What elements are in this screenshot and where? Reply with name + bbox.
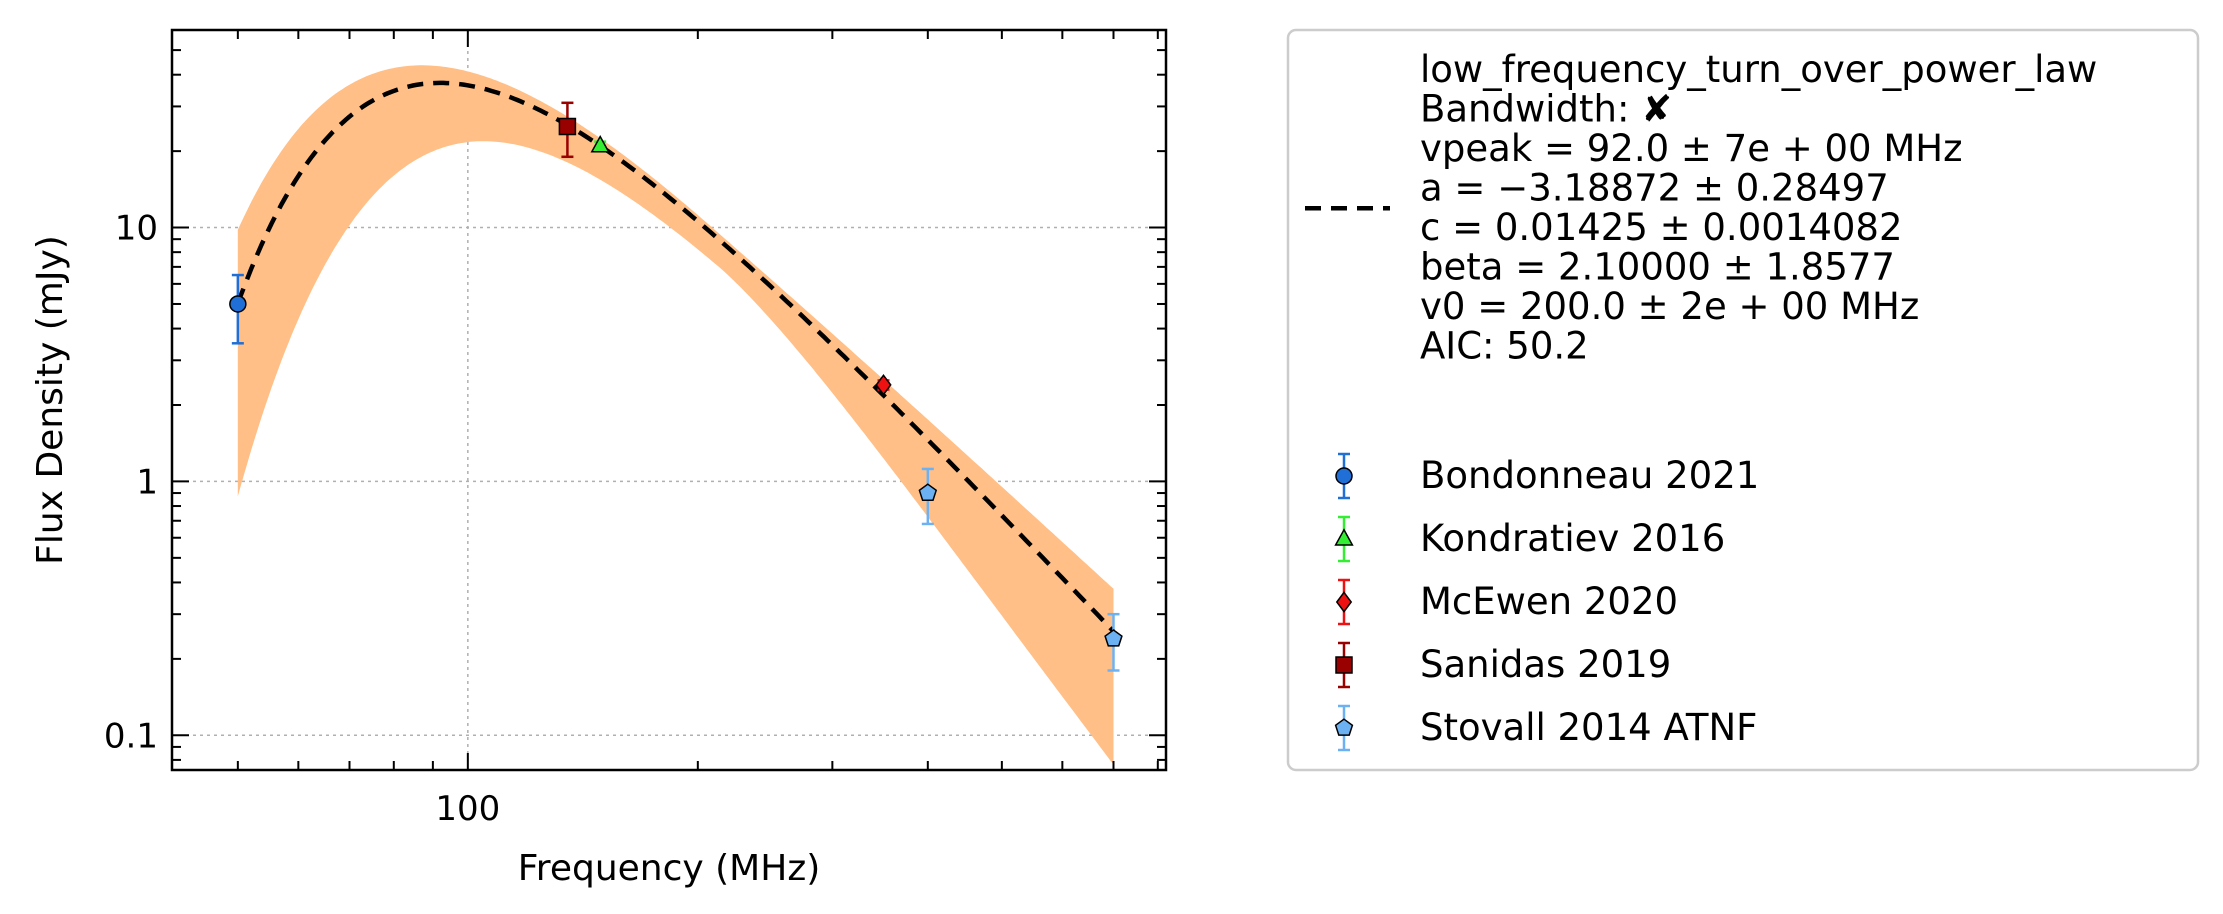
legend-entry: Stovall 2014 ATNF bbox=[1334, 704, 1757, 752]
legend-fit-param: beta = 2.10000 ± 1.8577 bbox=[1420, 246, 1895, 289]
legend-marker bbox=[1334, 528, 1354, 546]
plot-frame bbox=[170, 28, 1168, 772]
fit-uncertainty-band bbox=[237, 65, 1114, 765]
x-axis-label: Frequency (MHz) bbox=[518, 848, 821, 889]
legend-series-label: Stovall 2014 ATNF bbox=[1420, 706, 1757, 749]
data-point bbox=[590, 134, 610, 153]
data-point bbox=[918, 483, 938, 501]
legend-entry: McEwen 2020 bbox=[1335, 578, 1678, 626]
legend-series-label: Kondratiev 2016 bbox=[1420, 517, 1725, 560]
legend-series-entries: Bondonneau 2021 Kondratiev 2016 McEwen 202… bbox=[1334, 452, 1759, 752]
legend-box bbox=[1286, 28, 2200, 772]
legend-fit-aic: AIC: 50.2 bbox=[1420, 325, 1589, 368]
y-tick-label: 10 bbox=[115, 209, 158, 249]
legend-series-label: Sanidas 2019 bbox=[1420, 643, 1671, 686]
legend-series-label: Bondonneau 2021 bbox=[1420, 454, 1759, 497]
legend: low_frequency_turn_over_power_law Bandwi… bbox=[1286, 28, 2200, 772]
axis-ticks bbox=[172, 29, 1166, 770]
tick-labels: 100 0.1 1 10 bbox=[104, 209, 500, 829]
y-tick-label: 1 bbox=[136, 462, 158, 502]
legend-series-label: McEwen 2020 bbox=[1420, 580, 1678, 623]
legend-fit-param: a = −3.18872 ± 0.28497 bbox=[1420, 167, 1889, 210]
legend-entry: Bondonneau 2021 bbox=[1335, 452, 1759, 500]
legend-fit-param: v0 = 200.0 ± 2e + 00 MHz bbox=[1420, 285, 1919, 328]
legend-fit-bandwidth: Bandwidth: ✘ bbox=[1420, 88, 1672, 131]
legend-fit-param: vpeak = 92.0 ± 7e + 00 MHz bbox=[1420, 127, 1963, 170]
legend-fit-model: low_frequency_turn_over_power_law bbox=[1420, 48, 2097, 91]
legend-marker bbox=[1335, 467, 1353, 485]
legend-entry: Sanidas 2019 bbox=[1335, 641, 1671, 689]
data-points bbox=[229, 101, 1123, 672]
legend-entry: Kondratiev 2016 bbox=[1334, 515, 1725, 563]
plot-area bbox=[170, 28, 1168, 772]
y-tick-label: 0.1 bbox=[104, 716, 158, 756]
legend-marker bbox=[1335, 656, 1353, 674]
gridlines bbox=[172, 30, 1166, 770]
fit-line bbox=[235, 80, 1116, 633]
legend-marker bbox=[1334, 718, 1354, 736]
data-point bbox=[875, 374, 892, 396]
data-point bbox=[1104, 629, 1123, 647]
data-point bbox=[229, 295, 247, 313]
legend-marker bbox=[1335, 591, 1353, 613]
y-axis-label: Flux Density (mJy) bbox=[30, 235, 71, 565]
x-tick-label: 100 bbox=[435, 789, 500, 829]
data-point bbox=[558, 117, 577, 136]
legend-fit-param: c = 0.01425 ± 0.0014082 bbox=[1420, 206, 1902, 249]
